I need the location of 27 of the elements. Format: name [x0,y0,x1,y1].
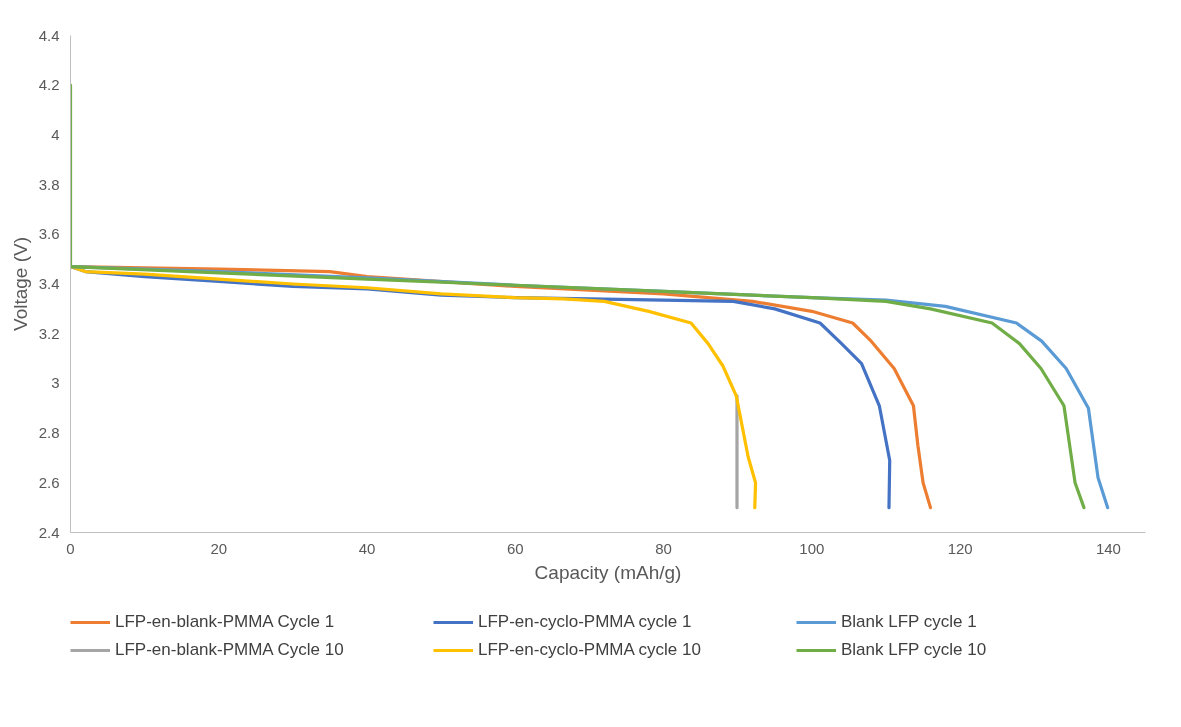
x-tick-label: 60 [506,539,524,557]
y-tick-label: 2.8 [38,424,60,442]
y-tick-label: 3 [51,374,60,392]
x-tick-label: 0 [66,539,75,557]
x-axis-title: Capacity (mAh/g) [534,561,682,583]
x-tick-label: 40 [358,539,376,557]
y-tick-label: 3.8 [38,175,60,193]
y-tick-label: 4.4 [38,26,60,44]
legend-label: LFP-en-blank-PMMA Cycle 1 [115,612,336,632]
x-tick-label: 20 [210,539,228,557]
y-tick-label: 3.4 [38,275,60,292]
y-tick-label: 2.4 [38,523,60,541]
x-tick-label: 100 [799,539,825,557]
x-tick-label: 120 [947,539,973,557]
legend-label: LFP-en-cyclo-PMMA cycle 1 [478,612,693,632]
legend-label: Blank LFP cycle 10 [841,640,988,660]
x-tick-label: 80 [655,539,672,557]
legend-label: Blank LFP cycle 1 [841,612,978,632]
legend-label: LFP-en-cyclo-PMMA cycle 10 [478,640,702,660]
y-tick-label: 2.6 [38,473,60,491]
y-tick-label: 4 [51,125,60,143]
x-tick-label: 140 [1095,539,1121,557]
y-axis-title: Voltage (V) [9,237,31,331]
y-tick-label: 4.2 [38,76,60,94]
y-tick-label: 3.2 [38,324,60,342]
y-tick-label: 3.6 [38,225,60,243]
legend-label: LFP-en-blank-PMMA Cycle 10 [115,640,345,660]
